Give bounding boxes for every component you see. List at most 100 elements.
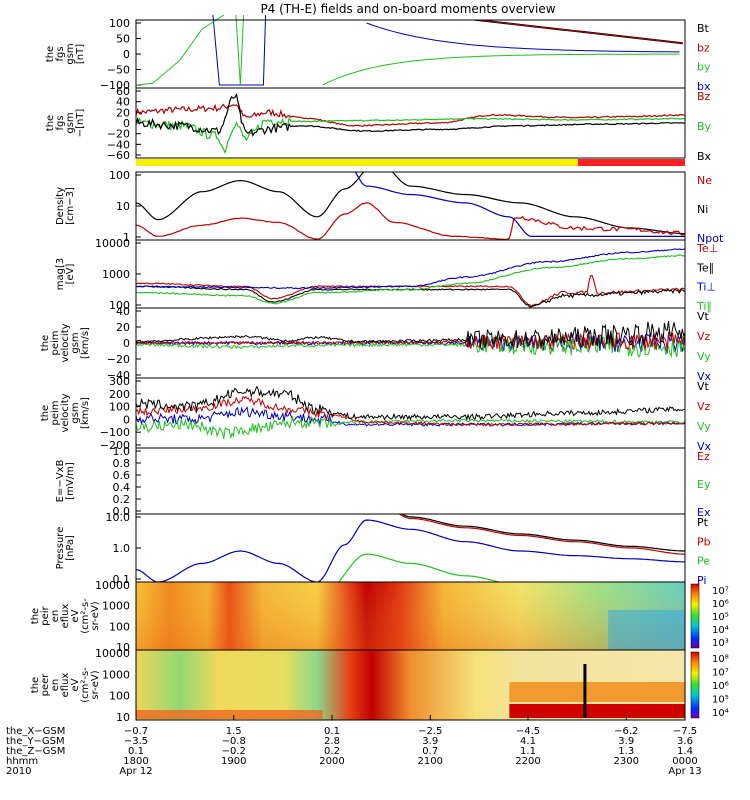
legend-entry: Vy (697, 420, 711, 433)
y-tick-label: −20 (107, 353, 130, 366)
series-line-Bz (136, 103, 685, 127)
chart-title: P4 (TH-E) fields and on-board moments ov… (260, 2, 555, 16)
y-tick-label: 1000 (102, 268, 130, 281)
status-bar-yellow (136, 159, 578, 166)
x-row-value: 0000 (672, 756, 697, 767)
legend-entry: Te∥ (696, 261, 714, 274)
spectrogram-electron-red (509, 704, 685, 718)
x-row-label: the_Z−GSM (6, 746, 65, 757)
legend-entry: Ex (697, 506, 711, 519)
y-axis-label-line: the (30, 608, 41, 624)
legend-entry: Pe (697, 555, 710, 568)
series-line-by (322, 53, 680, 86)
x-row-value: 0.1 (128, 746, 144, 757)
series-line-Bx (136, 92, 685, 138)
x-row-value: 2200 (515, 756, 540, 767)
x-row-value: −0.2 (222, 746, 246, 757)
x-row-value: 2300 (614, 756, 639, 767)
y-tick-label: 60 (116, 85, 130, 98)
y-axis-label-line: the (45, 115, 56, 131)
colorbar-label: 10³ (712, 638, 729, 649)
y-axis-label: the fgs gsm [nT] (45, 43, 86, 64)
series-line-Pt (400, 514, 685, 552)
y-tick-label: −100 (100, 426, 130, 439)
y-tick-label: 10000 (95, 579, 130, 592)
y-tick-label: −100 (100, 79, 130, 92)
y-axis-label-line: peer (40, 673, 51, 697)
legend-entry: Ti⊥ (696, 281, 716, 294)
y-axis-label-line: peir (40, 605, 51, 625)
series-line-by (135, 14, 225, 86)
spectrogram-electron-band (509, 682, 685, 702)
x-row-value: −4.5 (516, 726, 540, 737)
legend-entry: bx (697, 80, 711, 93)
series-line-bx (366, 22, 680, 53)
y-tick-label: 0.6 (113, 469, 131, 482)
y-axis-label-line: the (45, 46, 56, 62)
legend-entry: by (697, 61, 711, 74)
y-tick-label: 1.0 (113, 445, 131, 458)
legend-entry: Ey (697, 478, 711, 491)
legend-entry: Vx (697, 370, 712, 383)
series-line-by (235, 14, 245, 86)
y-tick-label: 20 (116, 106, 130, 119)
series-line-Te-perp (136, 275, 685, 307)
series-line-Ne (136, 202, 685, 240)
series-line-Ti-perp (136, 248, 685, 290)
x-row-value: Apr 13 (668, 766, 701, 777)
spectrogram-ion-shade (136, 582, 685, 650)
colorbar-label: 10⁷ (712, 586, 729, 597)
x-row-label: the_X−GSM (6, 726, 65, 737)
y-axis-label-line: en (50, 679, 61, 692)
y-axis-label-line: velocity (60, 393, 71, 432)
y-axis-label-line: fgs (55, 115, 66, 130)
x-row-value: 3.9 (422, 736, 438, 747)
y-axis-label-line: [cm−3] (65, 187, 76, 225)
y-tick-label: 1 (123, 231, 130, 244)
y-axis-label-line: Density (55, 187, 66, 225)
series-line-Pi (136, 519, 685, 582)
y-axis-label-line: eV (70, 678, 81, 691)
series-line-Ti-par (136, 254, 685, 305)
y-tick-label: −200 (100, 439, 130, 452)
legend-entry: Vt (697, 380, 710, 393)
y-axis-label: the peim velocity gsm [km/s] (40, 393, 91, 432)
series-line-Vz (136, 331, 685, 352)
legend-entry: Npot (697, 232, 724, 245)
legend-entry: Bx (697, 150, 712, 163)
x-row-value: 0.1 (324, 726, 340, 737)
x-row-value: −0.7 (124, 726, 148, 737)
x-row-value: 2.8 (324, 736, 340, 747)
y-tick-label: 100 (109, 17, 130, 30)
legend-entry: Bt (697, 22, 710, 35)
y-axis-label-line: velocity (60, 323, 71, 362)
y-axis-label: the peim velocity gsm [km/s] (40, 323, 91, 362)
status-bar-red (577, 159, 685, 166)
legend-entry: Pt (697, 516, 709, 529)
legend-entry: By (697, 120, 712, 133)
colorbar (690, 651, 700, 719)
series-line-Pe (230, 553, 502, 582)
x-row-value: 4.1 (520, 736, 536, 747)
y-axis-label: E=−VxB [mV/m] (55, 460, 76, 503)
series-line-Npot (354, 172, 685, 237)
y-tick-label: 0 (123, 117, 130, 130)
y-tick-label: 40 (116, 96, 130, 109)
y-axis-label-line: mag[3 (55, 258, 66, 290)
colorbar-label: 10⁸ (712, 654, 729, 665)
y-axis-label: the peer en eflux eV (cm²-s-sr-eV) (30, 667, 101, 703)
y-axis-label-line: gsm (70, 332, 81, 353)
series-line-Ni (136, 172, 685, 235)
x-row-label: hhmm (6, 756, 38, 767)
y-axis-label-line: fgs (55, 46, 66, 61)
y-axis-label-line: (cm²-s- (80, 598, 91, 634)
y-axis-label-line: the (30, 677, 41, 693)
y-axis-label-line: the (40, 335, 51, 351)
y-axis-label-line: en (50, 610, 61, 623)
panel-frame (135, 87, 686, 159)
panel-frame (135, 649, 686, 721)
y-tick-label: 100 (109, 169, 130, 182)
y-tick-label: 1000 (102, 600, 130, 613)
series-line-bx (212, 14, 267, 86)
